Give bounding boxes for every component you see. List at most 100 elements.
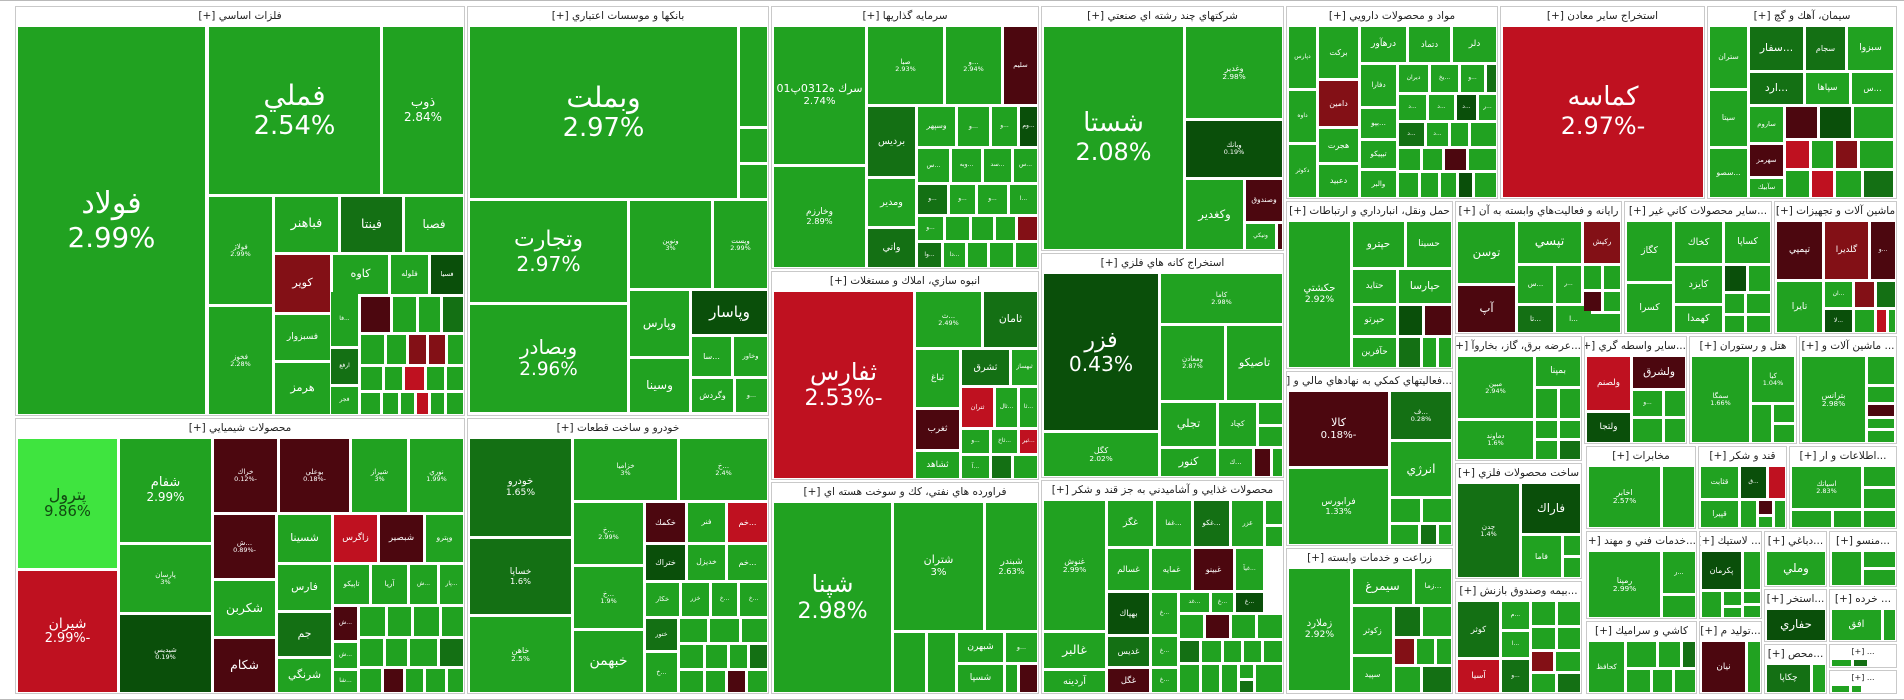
tile-cell[interactable]: [1532, 628, 1555, 649]
tile-غزر[interactable]: غزر: [1232, 501, 1263, 546]
tile-كگاز[interactable]: كگاز: [1627, 222, 1672, 281]
tile-سليم[interactable]: سليم: [1004, 27, 1037, 104]
tile-فينتا[interactable]: فينتا: [341, 197, 402, 252]
tile-ثغرب[interactable]: ثغرب: [916, 410, 959, 449]
sector-header[interactable]: ...اطلاعات و ار [+]: [1790, 447, 1896, 465]
tile-كسرا[interactable]: كسرا: [1627, 284, 1672, 332]
tile-cell[interactable]: [442, 607, 463, 636]
tile-ومعادن[interactable]: ومعادن 2.87%: [1161, 326, 1224, 400]
tile-cell[interactable]: [1240, 665, 1253, 678]
tile-سمگا[interactable]: سمگا 1.66%: [1692, 357, 1749, 442]
tile-شرنگي[interactable]: شرنگي: [278, 659, 331, 692]
tile-كساپا[interactable]: كساپا: [1725, 222, 1770, 263]
tile-...وبه[interactable]: ...وبه: [952, 149, 981, 182]
tile-شتران[interactable]: شتران 3%: [894, 503, 983, 630]
tile-غبينو[interactable]: غبينو: [1194, 549, 1233, 590]
tile-...و[interactable]: ...و: [1871, 222, 1895, 279]
tile-cell[interactable]: [448, 335, 463, 364]
tile-زكوثر[interactable]: زكوثر: [1353, 607, 1392, 654]
tile-شيران[interactable]: شيران -2.99%: [18, 571, 117, 692]
tile-توسن[interactable]: توسن: [1458, 222, 1515, 283]
tile-...شا[interactable]: ...شا: [334, 671, 357, 692]
sector-header[interactable]: فلزات اساسي [+]: [16, 7, 464, 25]
tile-cell[interactable]: [1627, 642, 1656, 667]
tile-بترانس[interactable]: بترانس 2.98%: [1802, 357, 1865, 442]
tile-هرمز[interactable]: هرمز: [275, 363, 330, 414]
tile-cell[interactable]: [387, 335, 406, 364]
tile-cell[interactable]: [386, 639, 407, 666]
tile-cell[interactable]: [1774, 405, 1794, 422]
tile-خزر[interactable]: خزر: [682, 583, 709, 616]
sector-header[interactable]: ...بيمه وصندوق بازنش [+]: [1456, 582, 1581, 600]
tile-...د[interactable]: ...د: [1399, 95, 1426, 120]
tile-cell[interactable]: [361, 393, 380, 414]
tile-cell[interactable]: [968, 243, 987, 267]
tile-cell[interactable]: [1855, 310, 1874, 332]
sector-header[interactable]: محصولات شيميايي [+]: [16, 419, 464, 437]
tile-cell[interactable]: [383, 393, 398, 414]
tile-cell[interactable]: [680, 645, 703, 668]
tile-مبين[interactable]: مبين 2.94%: [1458, 357, 1533, 418]
tile-cell[interactable]: [1832, 686, 1849, 692]
tile-...ثاخ[interactable]: ...ثاخ: [992, 430, 1017, 453]
tile-غالبر[interactable]: غالبر: [1044, 633, 1105, 668]
tile-cell[interactable]: [1877, 310, 1886, 332]
tile-...ثا[interactable]: ...ثا: [1020, 388, 1037, 427]
tile-شبهرن[interactable]: شبهرن: [958, 633, 1003, 662]
tile-...خم[interactable]: ...خم: [728, 503, 767, 542]
tile-cell[interactable]: [1604, 266, 1620, 289]
tile-cell[interactable]: [1741, 501, 1756, 527]
tile-...و[interactable]: ...و: [958, 107, 989, 146]
tile-شكربن[interactable]: شكربن: [214, 581, 275, 636]
tile-شسينا[interactable]: شسينا: [278, 515, 331, 562]
tile-خاهن[interactable]: خاهن 2.5%: [470, 617, 571, 692]
tile-سآبيك[interactable]: سآبيك: [1750, 179, 1783, 197]
tile-خزاميا[interactable]: خزاميا 3%: [574, 439, 677, 500]
tile-آريا[interactable]: آريا: [372, 565, 407, 604]
tile-cell[interactable]: [730, 645, 747, 668]
tile-cell[interactable]: [1564, 558, 1580, 577]
tile-cell[interactable]: [1399, 149, 1420, 170]
tile-cell[interactable]: [1244, 641, 1261, 662]
tile-cell[interactable]: [1222, 665, 1237, 692]
tile-فخوز[interactable]: فخوز 2.28%: [209, 307, 272, 414]
tile-...س[interactable]: ...س: [918, 149, 949, 182]
tile-وپاسار[interactable]: وپاسار: [692, 291, 767, 334]
tile-cell[interactable]: [1683, 642, 1695, 667]
tile-پارسان[interactable]: پارسان 3%: [120, 545, 211, 612]
tile-...ف[interactable]: ...ف 0.28%: [1391, 392, 1451, 439]
tile-cell[interactable]: [1014, 456, 1037, 478]
tile-cell[interactable]: [1445, 149, 1466, 170]
tile-ثبهساز[interactable]: ثبهساز: [1012, 350, 1037, 385]
tile-سرك ه0312پ01[interactable]: سرك ه0312پ01 2.74%: [774, 27, 865, 164]
tile-cell[interactable]: [1399, 173, 1418, 197]
tile-cell[interactable]: [1264, 641, 1282, 662]
tile-cell[interactable]: [1665, 419, 1685, 442]
tile-ساروم[interactable]: ساروم: [1750, 107, 1783, 142]
tile-cell[interactable]: [1864, 171, 1893, 197]
tile-...ك[interactable]: ...ك: [1219, 449, 1252, 476]
tile-cell[interactable]: [1659, 642, 1680, 667]
tile-رمپنا[interactable]: رمپنا 2.99%: [1589, 552, 1660, 617]
tile-...ق[interactable]: ...ق: [1741, 467, 1766, 498]
tile-cell[interactable]: [710, 619, 739, 642]
tile-حفاري[interactable]: حفاري: [1767, 610, 1825, 640]
tile-وبملت[interactable]: وبملت 2.97%: [470, 27, 737, 198]
tile-cell[interactable]: [928, 633, 955, 692]
tile-جم[interactable]: جم: [278, 613, 331, 656]
tile-cell[interactable]: [1423, 499, 1451, 522]
tile-...و[interactable]: ...و: [1502, 660, 1529, 692]
tile-شپديس[interactable]: شپديس 0.19%: [120, 615, 211, 692]
tile-ثشرق[interactable]: ثشرق: [962, 350, 1009, 385]
tile-cell[interactable]: [401, 393, 414, 414]
sector-header[interactable]: سيمان، آهك و گچ [+]: [1708, 7, 1896, 25]
tile-حآفرين[interactable]: حآفرين: [1353, 338, 1396, 367]
tile-cell[interactable]: [1423, 149, 1442, 170]
tile-آپ[interactable]: آپ: [1458, 286, 1515, 332]
tile-cell[interactable]: [1633, 419, 1662, 442]
tile-گلديرا[interactable]: گلديرا: [1825, 222, 1868, 279]
tile-كماسه[interactable]: كماسه -2.97%: [1503, 27, 1703, 197]
tile-cell[interactable]: [1884, 610, 1895, 640]
tile-cell[interactable]: [680, 671, 703, 692]
tile-فلوله[interactable]: فلوله: [391, 255, 428, 294]
